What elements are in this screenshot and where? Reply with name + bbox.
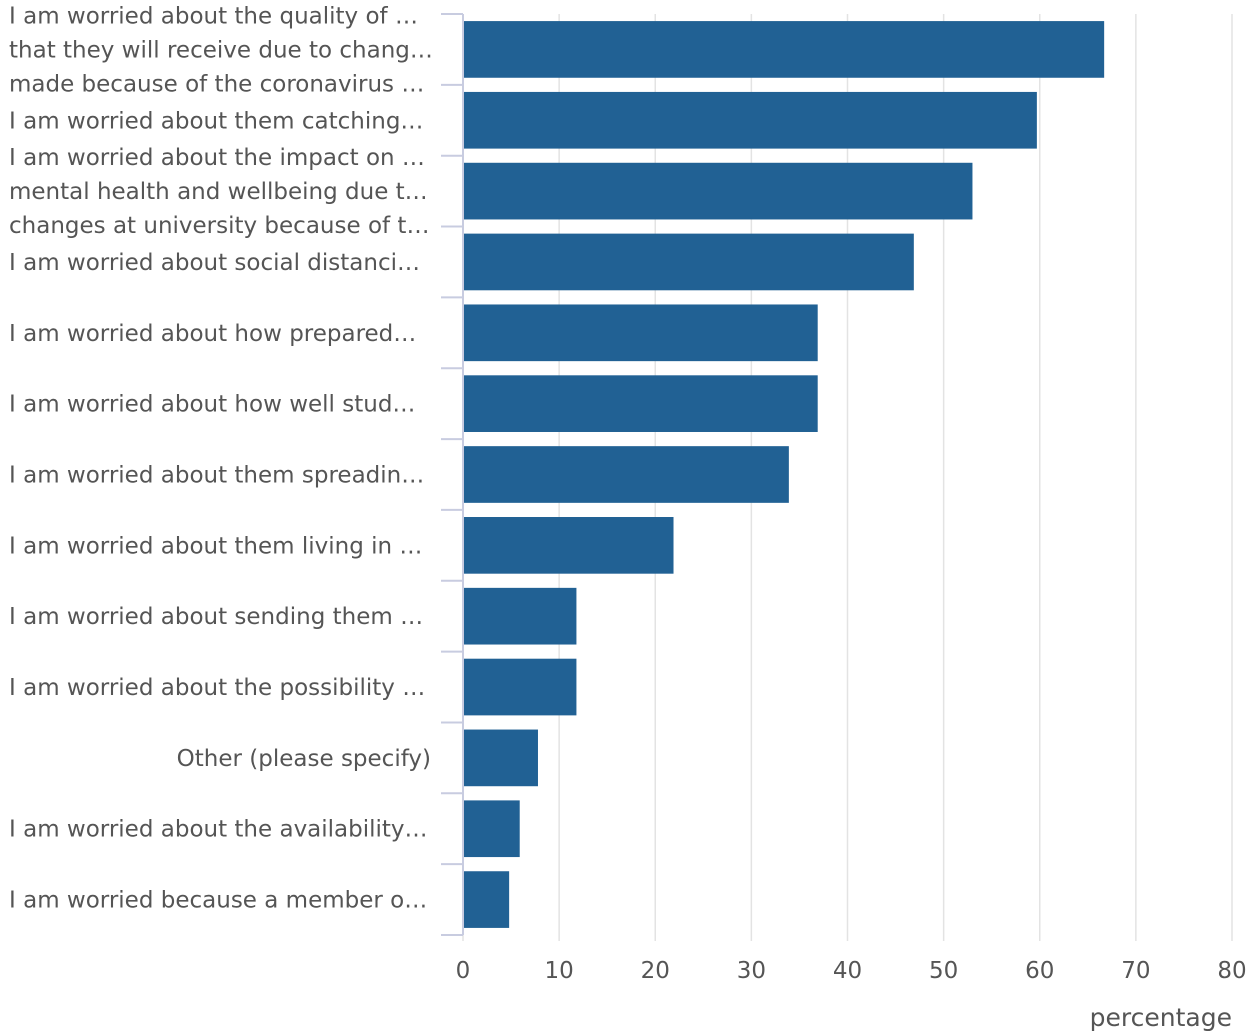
x-tick-label: 30 bbox=[737, 958, 766, 984]
x-tick-labels: 0 10 20 30 40 50 60 70 80 bbox=[456, 958, 1247, 984]
bar bbox=[464, 871, 510, 928]
bar bbox=[464, 729, 538, 787]
x-tick-label: 60 bbox=[1025, 958, 1054, 984]
bar bbox=[464, 21, 1105, 78]
bars bbox=[464, 21, 1105, 928]
category-label: I am worried about the quality of … that … bbox=[9, 3, 433, 97]
category-label: I am worried about them spreadin… bbox=[9, 463, 424, 489]
bar bbox=[464, 446, 789, 503]
x-axis-title: percentage bbox=[1090, 1003, 1232, 1032]
x-tick-label: 0 bbox=[456, 958, 471, 984]
x-tick-label: 20 bbox=[641, 958, 670, 984]
axes bbox=[441, 13, 464, 936]
category-label: I am worried about sending them … bbox=[9, 604, 423, 630]
bar bbox=[464, 304, 818, 362]
bar bbox=[464, 91, 1037, 149]
bar bbox=[464, 587, 577, 645]
category-labels: I am worried about the quality of … that … bbox=[9, 3, 433, 913]
x-tick-label: 10 bbox=[544, 958, 573, 984]
bar bbox=[464, 233, 914, 291]
category-label: I am worried about social distanci… bbox=[9, 250, 420, 276]
category-label: I am worried about the impact on … mental… bbox=[9, 145, 429, 239]
category-label: I am worried about them catching… bbox=[9, 108, 423, 134]
x-tick-label: 70 bbox=[1121, 958, 1150, 984]
category-label: I am worried about them living in … bbox=[9, 533, 422, 559]
category-label: I am worried about the availability… bbox=[9, 817, 428, 843]
x-tick-label: 50 bbox=[929, 958, 958, 984]
category-label: I am worried about the possibility … bbox=[9, 675, 425, 701]
bar bbox=[464, 375, 818, 432]
x-tick-label: 40 bbox=[833, 958, 862, 984]
category-label: I am worried because a member o… bbox=[9, 888, 427, 914]
bar bbox=[464, 162, 973, 220]
bar bbox=[464, 517, 674, 574]
bar bbox=[464, 800, 520, 858]
bar bbox=[464, 658, 577, 716]
x-tick-label: 80 bbox=[1217, 958, 1246, 984]
category-label: Other (please specify) bbox=[177, 746, 431, 772]
category-label: I am worried about how well stud… bbox=[9, 392, 415, 418]
category-label: I am worried about how prepared… bbox=[9, 321, 416, 347]
